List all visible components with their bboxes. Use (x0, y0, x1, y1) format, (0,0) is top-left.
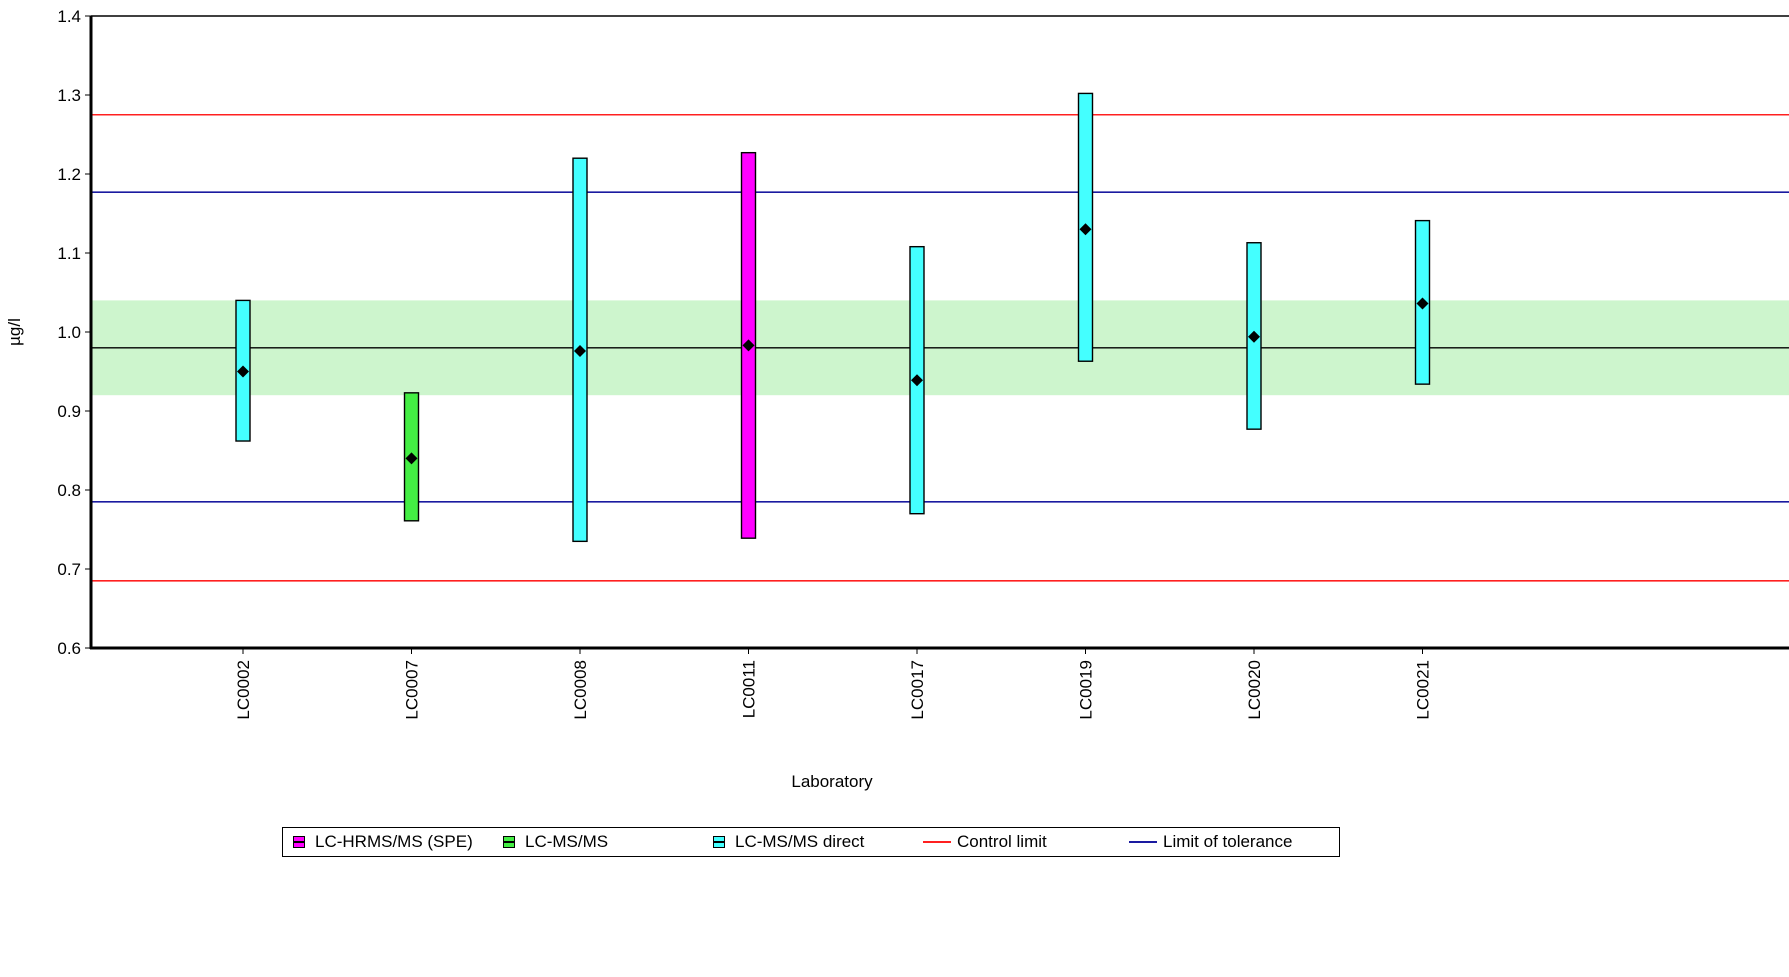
legend-label: LC-HRMS/MS (SPE) (315, 832, 473, 851)
axes-layer: 0.6 0.7 0.8 0.9 1.0 1.1 1.2 1.3 1.4 LC0002 LC0007 L… (57, 7, 1789, 720)
reference-lines-layer (91, 113, 1789, 582)
x-axis-title: Laboratory (791, 772, 873, 791)
error-bars-layer (235, 92, 1431, 543)
x-tick-label: LC0020 (1245, 660, 1264, 720)
x-tick-label: LC0017 (908, 660, 927, 720)
legend-swatch (503, 836, 515, 848)
x-tick-label: LC0021 (1414, 660, 1433, 720)
x-tick-label: LC0011 (740, 660, 759, 718)
legend-item: LC-MS/MS direct (713, 828, 864, 856)
value-marker-LC0011 (742, 339, 755, 352)
y-tick-label: 0.7 (57, 560, 81, 579)
legend: LC-HRMS/MS (SPE) LC-MS/MS LC-MS/MS direct C… (282, 827, 1340, 857)
y-tick-label: 0.6 (57, 639, 81, 658)
value-marker-LC0020 (1248, 330, 1260, 343)
legend-label: LC-MS/MS (525, 832, 609, 851)
y-tick-label: 0.9 (57, 402, 81, 421)
legend-item: LC-MS/MS (503, 828, 608, 856)
y-tick-label: 1.2 (57, 165, 81, 184)
x-tick-label: LC0008 (571, 660, 590, 720)
x-tick-label: LC0002 (234, 660, 253, 720)
y-tick-label: 0.8 (57, 481, 81, 500)
x-tick-label: LC0019 (1077, 660, 1096, 720)
legend-item: LC-HRMS/MS (SPE) (293, 828, 473, 856)
value-marker-LC0021 (1416, 297, 1429, 310)
y-tick-label: 1.1 (57, 244, 81, 263)
y-tick-label: 1.3 (57, 86, 81, 105)
legend-line-swatch (1129, 841, 1157, 843)
legend-label: Limit of tolerance (1163, 832, 1293, 851)
legend-item: Control limit (923, 828, 1047, 856)
legend-item: Limit of tolerance (1129, 828, 1292, 856)
value-marker-LC0008 (574, 344, 586, 357)
y-tick-label: 1.0 (57, 323, 81, 342)
legend-label: Control limit (957, 832, 1047, 851)
y-axis-title: µg/l (5, 318, 24, 346)
legend-line-swatch (923, 841, 951, 843)
x-tick-label: LC0007 (403, 660, 422, 720)
value-marker-LC0019 (1079, 223, 1092, 236)
value-marker-LC0017 (911, 374, 923, 387)
legend-swatch (713, 836, 725, 848)
legend-swatch (293, 836, 305, 848)
y-tick-label: 1.4 (57, 7, 81, 26)
value-marker-LC0007 (405, 452, 418, 465)
legend-label: LC-MS/MS direct (735, 832, 865, 851)
value-marker-LC0002 (237, 365, 249, 378)
